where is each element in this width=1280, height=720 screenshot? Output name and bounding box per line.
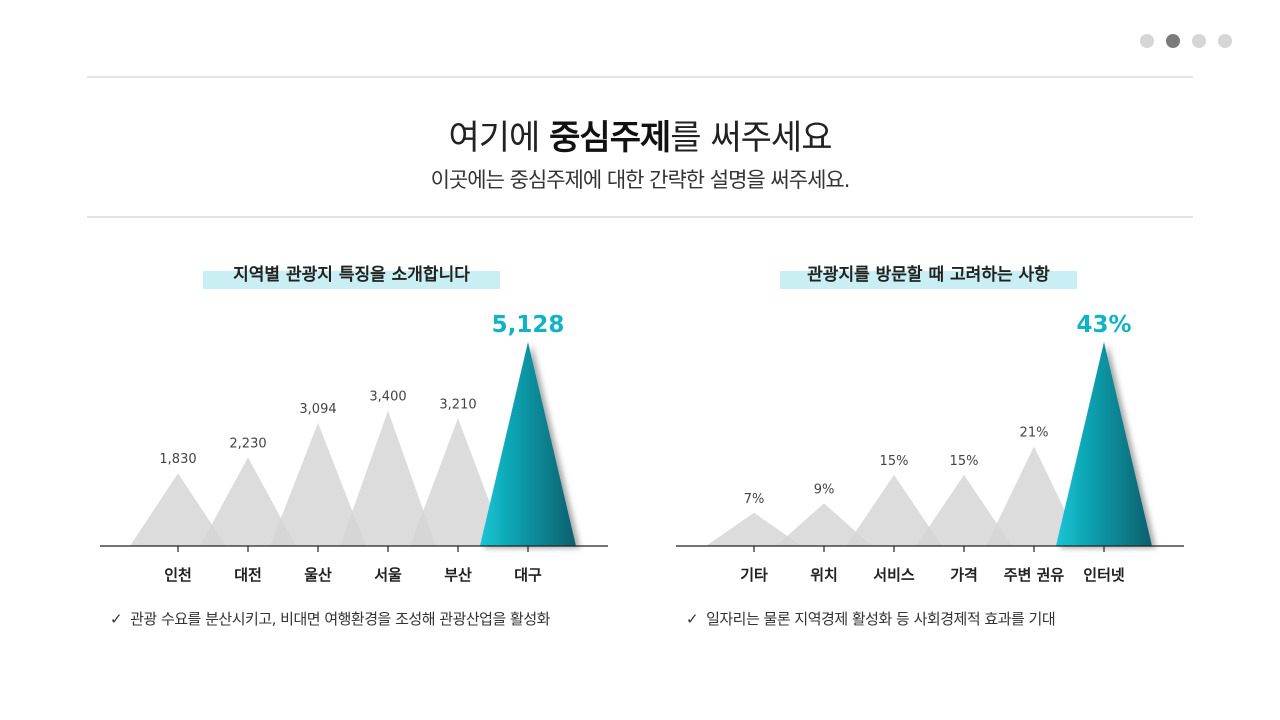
peak-대구 [480, 342, 576, 546]
chart-1-title: 지역별 관광지 특징을 소개합니다 [203, 262, 500, 289]
x-tick-label-울산: 울산 [304, 566, 332, 584]
peak-주변 권유 [986, 446, 1082, 546]
pagination-dots [1140, 34, 1232, 48]
x-tick-label-인천: 인천 [164, 566, 192, 584]
x-tick-label-인터넷: 인터넷 [1083, 566, 1125, 584]
page-dot-3[interactable] [1192, 34, 1206, 48]
check-icon: ✓ [686, 610, 699, 628]
title-suffix: 를 써주세요 [670, 118, 832, 158]
value-label-대구: 5,128 [492, 312, 565, 338]
x-tick-label-가격: 가격 [950, 566, 978, 584]
peak-인터넷 [1056, 342, 1152, 546]
peak-위치 [776, 503, 872, 546]
peak-대전 [200, 457, 296, 546]
note-1: ✓ 관광 수요를 분산시키고, 비대면 여행환경을 조성해 관광산업을 활성화 [110, 608, 550, 629]
page-dot-4[interactable] [1218, 34, 1232, 48]
chart-1-title-text: 지역별 관광지 특징을 소개합니다 [233, 265, 470, 285]
note-1-text: 관광 수요를 분산시키고, 비대면 여행환경을 조성해 관광산업을 활성화 [130, 610, 550, 628]
peak-인천 [130, 473, 226, 546]
note-2-text: 일자리는 물론 지역경제 활성화 등 사회경제적 효과를 기대 [706, 610, 1056, 628]
peak-서비스 [846, 474, 942, 546]
peak-가격 [916, 474, 1012, 546]
value-label-서울: 3,400 [369, 390, 406, 405]
x-tick-label-기타: 기타 [740, 566, 768, 584]
chart-2-title-text: 관광지를 방문할 때 고려하는 사항 [807, 265, 1050, 285]
chart-1-title-highlight [203, 271, 500, 289]
peak-서울 [340, 410, 436, 546]
page-dot-2[interactable] [1166, 34, 1180, 48]
note-2: ✓ 일자리는 물론 지역경제 활성화 등 사회경제적 효과를 기대 [686, 608, 1056, 629]
title-prefix: 여기에 [448, 118, 550, 158]
value-label-가격: 15% [950, 454, 979, 469]
chart-2-visit-factors: 7% 9% 15% 15% 21% 43% 기타 위치 서비스 가격 주변 권유 인터넷 [676, 312, 1184, 584]
x-tick-label-서비스: 서비스 [873, 566, 915, 584]
chart-2-title: 관광지를 방문할 때 고려하는 사항 [780, 262, 1077, 289]
value-label-서비스: 15% [880, 454, 909, 469]
chart-2-title-highlight [780, 271, 1077, 289]
x-tick-label-위치: 위치 [810, 566, 838, 584]
value-label-주변 권유: 21% [1020, 425, 1049, 440]
value-label-대전: 2,230 [229, 436, 266, 451]
x-tick-label-대전: 대전 [234, 566, 262, 584]
page-title: 여기에 중심주제를 써주세요 [0, 110, 1280, 159]
mid-divider [87, 216, 1193, 218]
check-icon: ✓ [110, 610, 123, 628]
x-tick-label-대구: 대구 [514, 566, 542, 584]
peak-부산 [410, 418, 506, 546]
title-bold: 중심주제 [549, 118, 671, 158]
value-label-인터넷: 43% [1076, 312, 1131, 338]
value-label-울산: 3,094 [299, 402, 336, 417]
value-label-부산: 3,210 [439, 397, 476, 412]
x-tick-label-주변 권유: 주변 권유 [1004, 566, 1065, 584]
x-tick-label-부산: 부산 [444, 566, 472, 584]
x-tick-label-서울: 서울 [374, 566, 402, 584]
value-label-위치: 9% [814, 482, 835, 497]
peak-기타 [706, 512, 802, 546]
top-divider [87, 76, 1193, 78]
page-subtitle: 이곳에는 중심주제에 대한 간략한 설명을 써주세요. [430, 168, 851, 192]
value-label-기타: 7% [744, 492, 765, 507]
value-label-인천: 1,830 [159, 452, 196, 467]
chart-1-regional-visitors: 1,830 2,230 3,094 3,400 3,210 5,128 인천 대전 울산 서울 부산… [100, 312, 608, 584]
peak-울산 [270, 422, 366, 546]
page-dot-1[interactable] [1140, 34, 1154, 48]
